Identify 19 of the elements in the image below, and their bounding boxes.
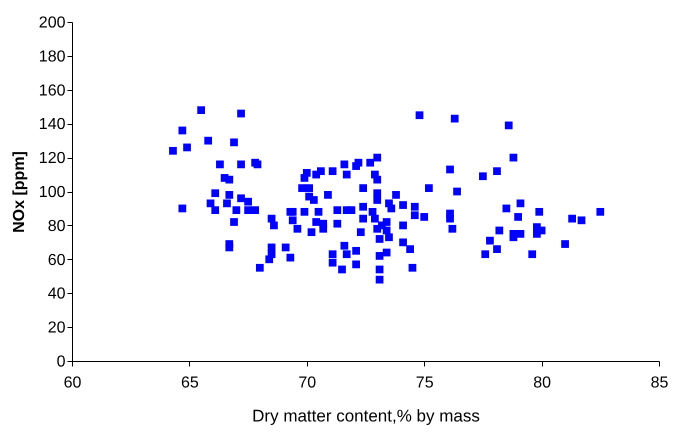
x-axis-title: Dry matter content,% by mass (252, 406, 480, 426)
y-axis-title: NOx [ppm] (10, 151, 28, 233)
x-tick-label: 85 (650, 374, 668, 392)
x-tick-label: 75 (416, 374, 434, 392)
y-tick-label: 160 (38, 82, 66, 100)
y-tick-label: 40 (48, 286, 66, 303)
x-tick-label: 70 (298, 374, 316, 392)
y-tick-label: 140 (38, 116, 66, 134)
y-tick-label: 120 (38, 150, 66, 168)
y-tick-label: 0 (56, 354, 66, 370)
x-tick-label: 60 (64, 374, 82, 392)
y-tick-label: 200 (38, 14, 66, 32)
y-tick-label: 80 (48, 218, 66, 235)
y-tick-label: 180 (38, 48, 66, 66)
y-tick-label: 20 (48, 320, 66, 337)
y-tick-label: 100 (38, 184, 66, 201)
x-tick-label: 65 (181, 374, 199, 392)
y-tick-label: 60 (48, 252, 66, 269)
x-tick-label: 80 (533, 374, 552, 392)
